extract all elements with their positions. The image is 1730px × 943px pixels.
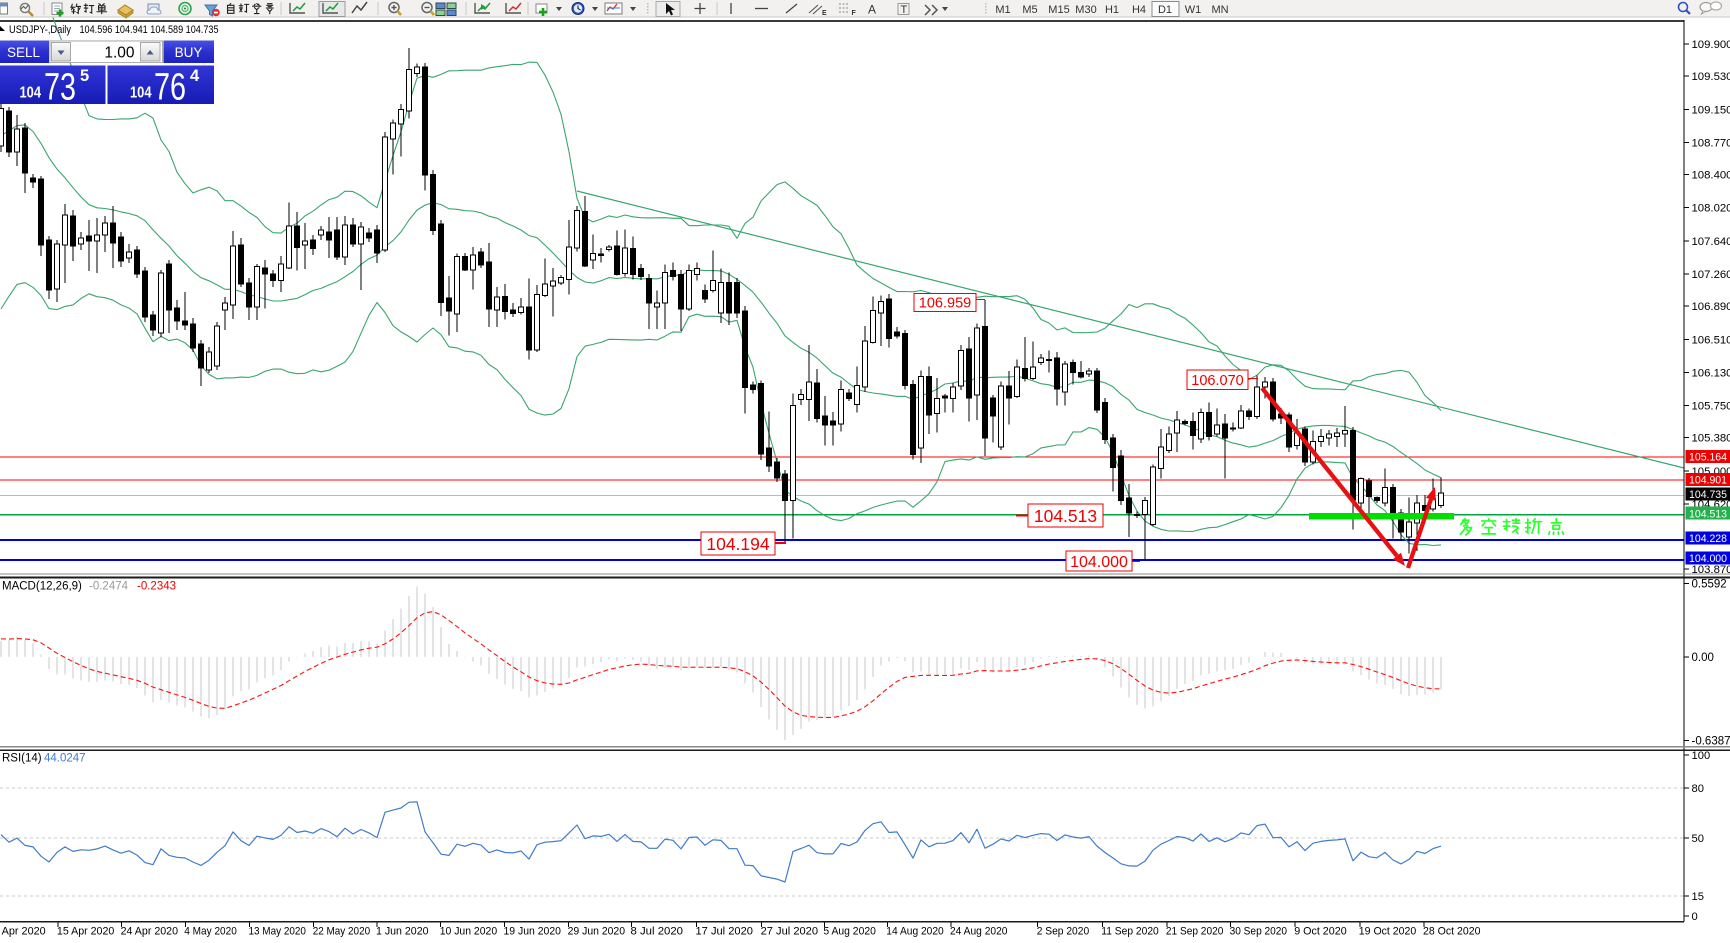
- svg-text:105.164: 105.164: [1689, 452, 1727, 464]
- svg-text:104: 104: [20, 85, 42, 102]
- svg-text:9 Oct 2020: 9 Oct 2020: [1294, 926, 1347, 938]
- svg-text:H4: H4: [1132, 4, 1146, 16]
- svg-text:76: 76: [154, 67, 186, 109]
- svg-text:44.0247: 44.0247: [44, 753, 86, 765]
- svg-text:106.890: 106.890: [1692, 301, 1730, 313]
- svg-text:SELL: SELL: [7, 45, 41, 60]
- svg-text:0: 0: [1692, 911, 1698, 923]
- svg-text:107.640: 107.640: [1692, 236, 1730, 248]
- svg-text:108.020: 108.020: [1692, 203, 1730, 215]
- svg-text:104.735: 104.735: [1689, 489, 1727, 501]
- svg-text:104.901: 104.901: [1689, 475, 1727, 487]
- svg-text:2 Sep 2020: 2 Sep 2020: [1037, 926, 1090, 938]
- svg-text:13 May 2020: 13 May 2020: [249, 926, 306, 938]
- svg-text:0.00: 0.00: [1692, 652, 1714, 664]
- svg-text:108.400: 108.400: [1692, 170, 1730, 182]
- svg-text:21 Sep 2020: 21 Sep 2020: [1166, 926, 1223, 938]
- svg-text:17 Jul 2020: 17 Jul 2020: [696, 926, 753, 938]
- svg-text:30 Sep 2020: 30 Sep 2020: [1230, 926, 1287, 938]
- svg-text:104.228: 104.228: [1689, 533, 1727, 545]
- svg-text:105.380: 105.380: [1692, 433, 1730, 445]
- svg-text:4: 4: [190, 67, 200, 85]
- svg-text:1 Jun 2020: 1 Jun 2020: [376, 926, 429, 938]
- svg-text:USDJPY-,Daily: USDJPY-,Daily: [9, 24, 71, 36]
- svg-text:10 Jun 2020: 10 Jun 2020: [440, 926, 497, 938]
- svg-text:M30: M30: [1075, 4, 1096, 16]
- svg-text:105.750: 105.750: [1692, 401, 1730, 413]
- svg-text:104.000: 104.000: [1070, 554, 1128, 571]
- svg-text:28 Oct 2020: 28 Oct 2020: [1423, 926, 1480, 938]
- svg-text:M1: M1: [995, 4, 1010, 16]
- svg-text:104.596 104.941 104.589 104.73: 104.596 104.941 104.589 104.735: [80, 24, 219, 36]
- svg-text:24 Aug 2020: 24 Aug 2020: [950, 926, 1007, 938]
- svg-text:103.870: 103.870: [1692, 564, 1730, 576]
- svg-text:107.260: 107.260: [1692, 269, 1730, 281]
- svg-text:108.770: 108.770: [1692, 137, 1730, 149]
- svg-text:H1: H1: [1105, 4, 1119, 16]
- svg-text:2 Apr 2020: 2 Apr 2020: [0, 926, 46, 938]
- svg-text:104.194: 104.194: [706, 534, 770, 554]
- svg-text:T: T: [901, 4, 908, 16]
- svg-text:100: 100: [1692, 750, 1711, 762]
- svg-text:15: 15: [1692, 891, 1704, 903]
- svg-text:73: 73: [44, 67, 76, 109]
- svg-text:104.513: 104.513: [1034, 506, 1097, 526]
- svg-text:109.150: 109.150: [1692, 104, 1730, 116]
- svg-text:19 Jun 2020: 19 Jun 2020: [504, 926, 561, 938]
- svg-text:15 Apr 2020: 15 Apr 2020: [57, 926, 114, 938]
- svg-text:4 May 2020: 4 May 2020: [184, 926, 237, 938]
- svg-text:MACD(12,26,9): MACD(12,26,9): [2, 581, 82, 593]
- svg-text:22 May 2020: 22 May 2020: [313, 926, 370, 938]
- svg-text:106.130: 106.130: [1692, 367, 1730, 379]
- svg-text:D1: D1: [1158, 4, 1172, 16]
- svg-text:-0.6387: -0.6387: [1692, 736, 1730, 748]
- svg-text:80: 80: [1692, 783, 1704, 795]
- svg-text:0.5592: 0.5592: [1692, 579, 1727, 591]
- svg-text:-0.2474: -0.2474: [89, 581, 129, 593]
- svg-text:-0.2343: -0.2343: [137, 581, 176, 593]
- svg-text:1.00: 1.00: [104, 45, 135, 62]
- svg-text:50: 50: [1692, 833, 1704, 845]
- svg-text:104: 104: [130, 85, 152, 102]
- svg-text:MN: MN: [1211, 4, 1228, 16]
- svg-text:106.070: 106.070: [1191, 373, 1243, 389]
- svg-text:104.000: 104.000: [1689, 553, 1727, 565]
- svg-text:A: A: [868, 3, 876, 17]
- svg-text:109.900: 109.900: [1692, 39, 1730, 51]
- svg-text:19 Oct 2020: 19 Oct 2020: [1359, 926, 1416, 938]
- svg-text:24 Apr 2020: 24 Apr 2020: [121, 926, 178, 938]
- svg-text:RSI(14): RSI(14): [2, 753, 42, 765]
- svg-text:M15: M15: [1048, 4, 1069, 16]
- svg-text:27 Jul 2020: 27 Jul 2020: [761, 926, 818, 938]
- svg-text:14 Aug 2020: 14 Aug 2020: [886, 926, 943, 938]
- svg-text:M5: M5: [1022, 4, 1037, 16]
- svg-text:W1: W1: [1185, 4, 1202, 16]
- svg-text:5: 5: [80, 67, 89, 85]
- svg-text:5 Aug 2020: 5 Aug 2020: [823, 926, 876, 938]
- svg-text:104.513: 104.513: [1689, 508, 1727, 520]
- svg-text:109.530: 109.530: [1692, 71, 1730, 83]
- svg-text:11 Sep 2020: 11 Sep 2020: [1101, 926, 1158, 938]
- svg-text:F: F: [852, 10, 857, 17]
- svg-text:106.510: 106.510: [1692, 334, 1730, 346]
- svg-text:BUY: BUY: [175, 45, 203, 60]
- svg-text:E: E: [822, 10, 827, 17]
- svg-text:29 Jun 2020: 29 Jun 2020: [568, 926, 625, 938]
- svg-text:106.959: 106.959: [919, 296, 971, 312]
- svg-text:8 Jul 2020: 8 Jul 2020: [631, 926, 684, 938]
